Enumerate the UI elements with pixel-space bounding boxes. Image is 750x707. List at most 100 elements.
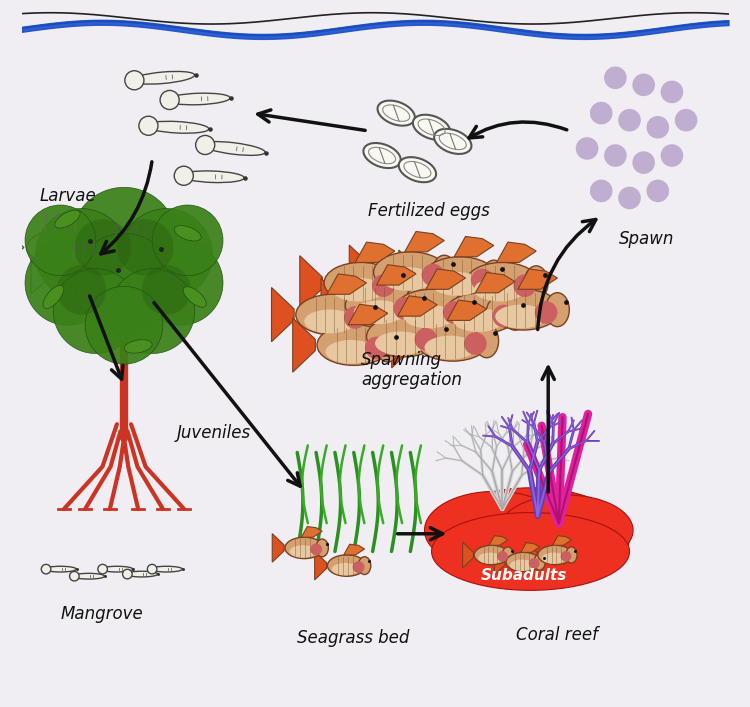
- Ellipse shape: [422, 264, 444, 286]
- Ellipse shape: [475, 324, 499, 358]
- Text: Spawning
aggregation: Spawning aggregation: [361, 351, 462, 390]
- Polygon shape: [489, 536, 508, 545]
- Ellipse shape: [499, 495, 633, 566]
- Circle shape: [53, 269, 138, 354]
- Polygon shape: [392, 314, 414, 368]
- Ellipse shape: [358, 556, 370, 575]
- Polygon shape: [272, 288, 294, 341]
- Circle shape: [577, 138, 598, 159]
- Ellipse shape: [365, 337, 388, 359]
- Ellipse shape: [100, 262, 124, 290]
- Ellipse shape: [151, 566, 182, 572]
- Ellipse shape: [423, 257, 496, 298]
- Polygon shape: [520, 543, 539, 552]
- Text: Coral reef: Coral reef: [517, 626, 599, 644]
- Circle shape: [160, 90, 179, 110]
- Ellipse shape: [374, 252, 447, 293]
- Ellipse shape: [202, 141, 266, 156]
- Ellipse shape: [434, 129, 472, 154]
- Ellipse shape: [352, 561, 364, 573]
- Circle shape: [196, 136, 214, 155]
- Circle shape: [122, 569, 132, 579]
- Polygon shape: [463, 283, 485, 337]
- Circle shape: [98, 564, 107, 574]
- Ellipse shape: [285, 537, 323, 559]
- Circle shape: [147, 564, 157, 574]
- Ellipse shape: [474, 545, 509, 565]
- Circle shape: [41, 564, 51, 574]
- Text: Juveniles: Juveniles: [177, 424, 251, 443]
- Ellipse shape: [98, 238, 158, 271]
- Text: Seagrass bed: Seagrass bed: [297, 629, 410, 648]
- Polygon shape: [300, 256, 322, 310]
- Circle shape: [57, 265, 106, 315]
- Ellipse shape: [482, 260, 506, 294]
- Ellipse shape: [383, 266, 406, 300]
- Ellipse shape: [416, 320, 490, 361]
- Ellipse shape: [332, 563, 358, 575]
- Polygon shape: [327, 274, 367, 294]
- Text: Fertilized eggs: Fertilized eggs: [368, 201, 490, 220]
- Ellipse shape: [394, 289, 468, 330]
- Ellipse shape: [55, 259, 116, 292]
- Ellipse shape: [345, 285, 418, 326]
- Ellipse shape: [399, 157, 436, 182]
- Ellipse shape: [503, 296, 526, 330]
- Ellipse shape: [101, 566, 133, 572]
- Ellipse shape: [304, 310, 355, 333]
- Ellipse shape: [166, 93, 230, 105]
- Ellipse shape: [377, 100, 415, 126]
- Ellipse shape: [55, 210, 80, 228]
- Polygon shape: [405, 231, 444, 252]
- Polygon shape: [292, 318, 315, 372]
- Ellipse shape: [510, 560, 534, 571]
- Ellipse shape: [404, 305, 454, 328]
- Polygon shape: [350, 245, 372, 299]
- Ellipse shape: [514, 274, 536, 297]
- Circle shape: [647, 180, 668, 201]
- Ellipse shape: [453, 308, 504, 332]
- Circle shape: [662, 145, 682, 166]
- Ellipse shape: [328, 555, 366, 576]
- Circle shape: [591, 103, 612, 124]
- Ellipse shape: [126, 571, 158, 577]
- Ellipse shape: [44, 566, 76, 572]
- Ellipse shape: [43, 286, 64, 308]
- Ellipse shape: [444, 293, 518, 334]
- Ellipse shape: [431, 488, 629, 587]
- Ellipse shape: [71, 233, 97, 262]
- Ellipse shape: [433, 255, 456, 289]
- Text: Subadults: Subadults: [481, 568, 568, 583]
- Ellipse shape: [442, 301, 466, 324]
- Ellipse shape: [535, 301, 557, 324]
- Ellipse shape: [73, 573, 104, 579]
- Ellipse shape: [424, 491, 566, 569]
- Circle shape: [124, 71, 144, 90]
- Polygon shape: [496, 242, 536, 262]
- Ellipse shape: [364, 143, 401, 168]
- Circle shape: [121, 209, 212, 300]
- Polygon shape: [553, 536, 572, 545]
- Polygon shape: [342, 310, 364, 363]
- Circle shape: [647, 117, 668, 138]
- Circle shape: [70, 571, 79, 581]
- Ellipse shape: [497, 551, 508, 561]
- Ellipse shape: [431, 272, 482, 296]
- Circle shape: [117, 219, 173, 276]
- Polygon shape: [447, 300, 487, 320]
- Polygon shape: [356, 242, 395, 262]
- Polygon shape: [74, 236, 94, 272]
- Ellipse shape: [506, 552, 541, 572]
- Ellipse shape: [454, 293, 477, 327]
- Ellipse shape: [124, 339, 152, 354]
- Polygon shape: [321, 279, 344, 332]
- Ellipse shape: [487, 289, 560, 330]
- Circle shape: [110, 269, 195, 354]
- Ellipse shape: [464, 332, 487, 355]
- Ellipse shape: [478, 553, 502, 564]
- Ellipse shape: [413, 115, 450, 140]
- Circle shape: [619, 187, 640, 209]
- Ellipse shape: [424, 336, 476, 359]
- Circle shape: [152, 205, 223, 276]
- Ellipse shape: [310, 544, 322, 556]
